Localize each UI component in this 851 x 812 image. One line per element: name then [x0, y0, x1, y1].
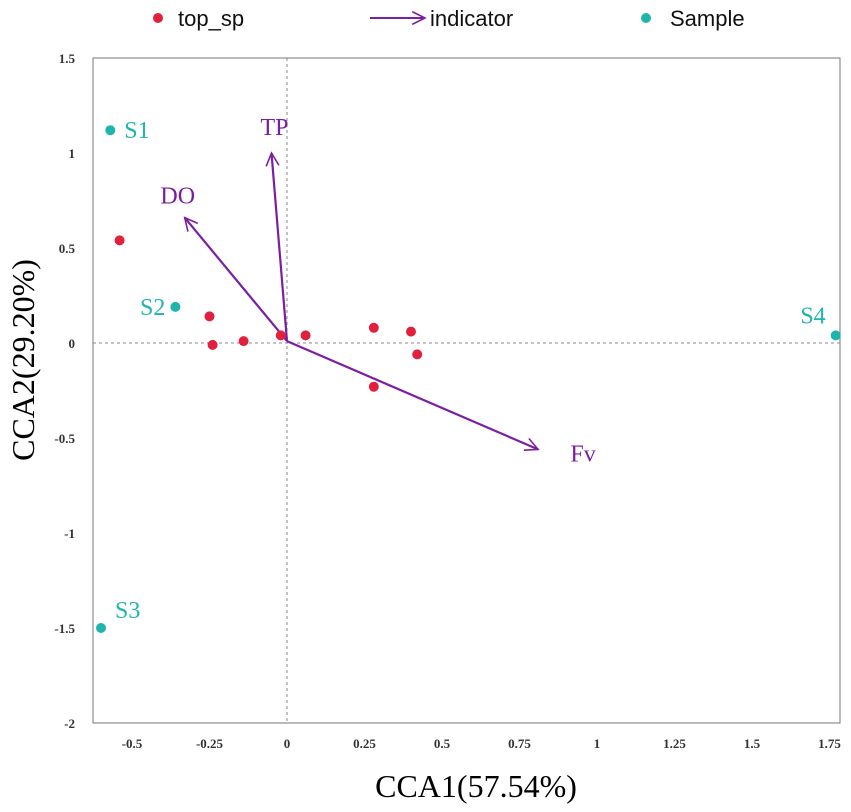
species-point: [412, 349, 423, 360]
species-point: [368, 381, 379, 392]
x-axis: -0.5 -0.25 0 0.25 0.5 0.75 1 1.25 1.5 1.75: [122, 736, 842, 751]
species-point: [204, 311, 215, 322]
x-tick-label: 1.5: [744, 736, 761, 751]
x-tick-label: 0.5: [434, 736, 451, 751]
x-tick-label: 1.25: [663, 736, 686, 751]
y-tick-label: 1: [69, 146, 76, 161]
reference-lines: [93, 58, 840, 723]
indicator-label-do: DO: [160, 184, 195, 210]
data-marks: TP DO Fv S1 S2 S3 S4: [96, 115, 841, 633]
species-point: [368, 322, 379, 333]
x-tick-label: 1: [594, 736, 601, 751]
y-axis: 1.5 1 0.5 0 -0.5 -1 -1.5 -2: [54, 51, 75, 731]
indicator-vector-do: [185, 218, 288, 342]
sample-label-s1: S1: [124, 118, 149, 144]
sample-label-s3: S3: [115, 598, 140, 624]
legend-label-sample: Sample: [670, 6, 745, 31]
indicator-vector-fv: [286, 340, 538, 449]
indicator-label-tp: TP: [260, 115, 288, 141]
y-tick-label: -1: [64, 526, 75, 541]
species-point: [406, 326, 416, 337]
x-tick-label: 0.25: [353, 736, 376, 751]
y-tick-label: -1.5: [54, 621, 75, 636]
x-tick-label: 0.75: [508, 736, 531, 751]
sample-point: [170, 301, 181, 312]
legend-marker-sample: [641, 13, 651, 23]
y-tick-label: -2: [64, 716, 75, 731]
sample-label-s2: S2: [140, 295, 165, 321]
y-tick-label: 0.5: [59, 241, 76, 256]
legend: top_sp indicator Sample: [153, 6, 745, 31]
indicator-vector-tp: [272, 153, 289, 342]
y-tick-label: 1.5: [59, 51, 76, 66]
species-point: [207, 339, 218, 350]
sample-label-s4: S4: [800, 303, 825, 329]
y-tick-label: 0: [69, 336, 76, 351]
legend-marker-top-sp: [153, 13, 163, 23]
sample-point: [830, 330, 841, 341]
species-point: [275, 330, 286, 341]
y-tick-label: -0.5: [54, 431, 75, 446]
x-tick-label: -0.5: [122, 736, 143, 751]
sample-point: [105, 125, 116, 136]
species-point: [114, 235, 125, 246]
plot-frame: [92, 57, 841, 724]
legend-label-top-sp: top_sp: [178, 6, 244, 31]
x-tick-label: 0: [284, 736, 291, 751]
x-axis-label: CCA1(57.54%): [375, 768, 577, 804]
species-point: [238, 336, 249, 347]
x-tick-label: 1.75: [818, 736, 841, 751]
legend-label-indicator: indicator: [430, 6, 513, 31]
species-point: [300, 330, 311, 341]
indicator-label-fv: Fv: [570, 441, 595, 467]
sample-point: [96, 623, 106, 633]
y-axis-label: CCA2(29.20%): [5, 259, 41, 461]
x-tick-label: -0.25: [196, 736, 224, 751]
